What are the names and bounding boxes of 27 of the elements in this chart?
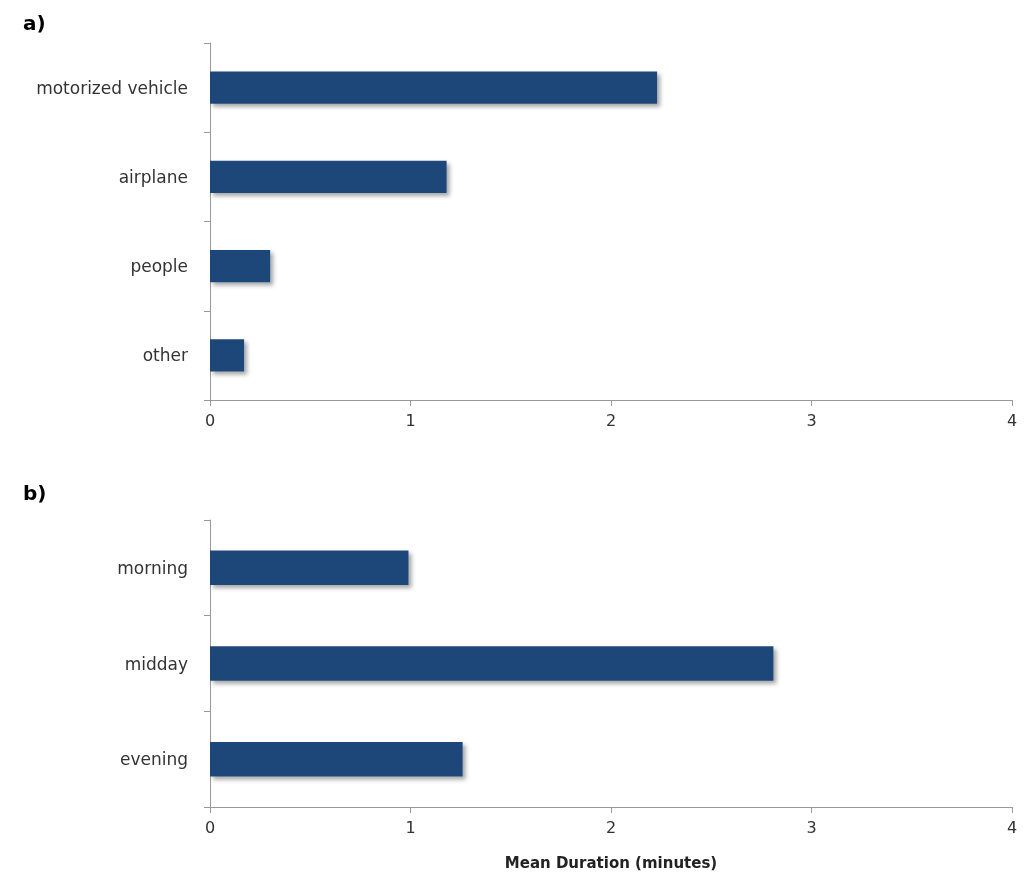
x-tick-label: 2 <box>605 817 617 837</box>
y-tick-label: midday <box>124 653 188 674</box>
y-tick-label: morning <box>117 557 188 578</box>
x-axis-title: Mean Duration (minutes) <box>504 853 718 872</box>
x-tick-label: 4 <box>1006 817 1018 837</box>
y-tick-label: other <box>142 345 188 366</box>
y-tick-label: people <box>130 256 188 277</box>
x-tick-label: 2 <box>605 410 617 430</box>
x-tick-label: 1 <box>405 410 416 430</box>
x-tick-label: 3 <box>806 817 817 837</box>
y-tick-label: airplane <box>118 166 188 187</box>
x-tick-label: 4 <box>1006 410 1018 430</box>
y-tick-label: evening <box>119 749 188 770</box>
x-tick-label: 3 <box>806 410 817 430</box>
text: b) <box>23 481 47 505</box>
bar <box>210 550 409 586</box>
y-tick-label: motorized vehicle <box>36 77 188 98</box>
bar <box>210 646 774 681</box>
text: a) <box>23 11 46 35</box>
x-tick-label: 1 <box>405 817 416 837</box>
bar <box>210 339 245 372</box>
bar <box>210 741 463 777</box>
x-tick-label: 0 <box>204 817 216 837</box>
bar <box>210 71 658 104</box>
bar <box>210 250 271 283</box>
bar <box>210 160 447 193</box>
x-tick-label: 0 <box>204 410 216 430</box>
